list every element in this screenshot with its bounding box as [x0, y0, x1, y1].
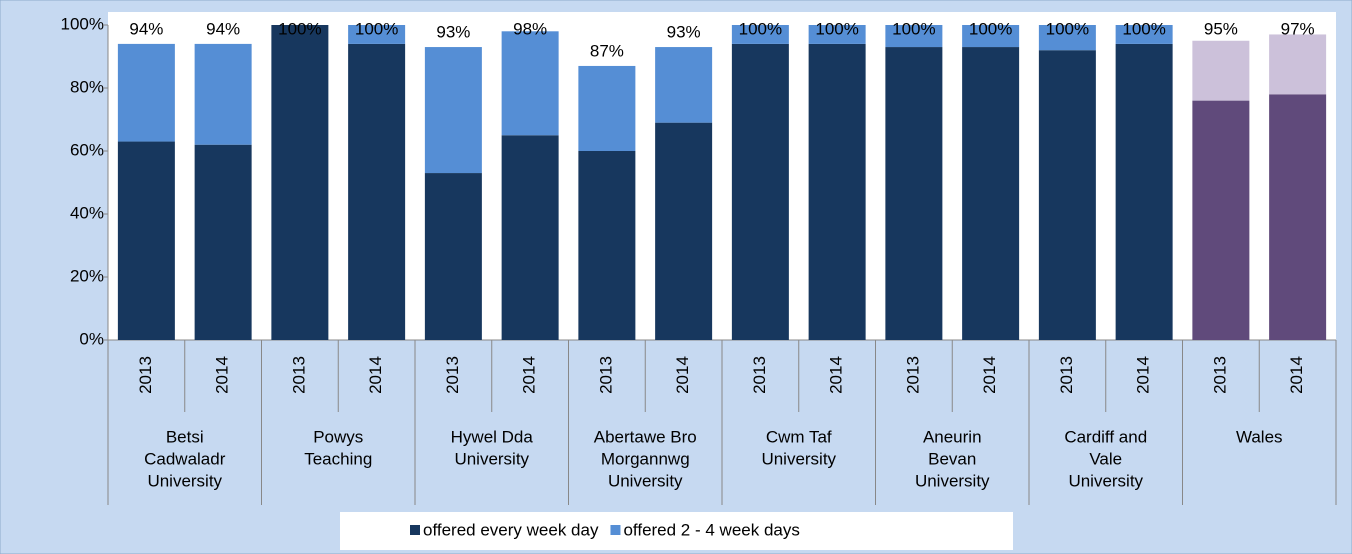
legend-label: offered 2 - 4 week days: [623, 520, 799, 539]
bar-segment: [578, 65, 636, 151]
x-tick-label: 2014: [1134, 356, 1153, 394]
group-label: Cwm Taf: [766, 427, 832, 446]
group-label: Vale: [1089, 449, 1122, 468]
y-tick-label: 80%: [70, 77, 104, 96]
total-label: 93%: [436, 23, 470, 42]
bar-segment: [885, 25, 943, 48]
legend-label: offered every week day: [423, 520, 599, 539]
total-label: 95%: [1204, 19, 1238, 38]
x-tick-label: 2014: [827, 356, 846, 394]
legend-swatch: [410, 525, 420, 535]
total-label: 98%: [513, 19, 547, 38]
bar-segment: [424, 173, 482, 340]
total-label: 87%: [590, 41, 624, 60]
bar-segment: [1038, 50, 1096, 340]
bar-segment: [348, 43, 406, 341]
x-tick-label: 2013: [1210, 356, 1229, 394]
group-label: Hywel Dda: [451, 427, 534, 446]
group-label: Wales: [1236, 427, 1283, 446]
bar-segment: [808, 43, 866, 341]
bar-segment: [808, 25, 866, 44]
x-tick-label: 2013: [903, 356, 922, 394]
bar-segment: [1269, 34, 1327, 95]
bar-segment: [1115, 43, 1173, 341]
group-label: Abertawe Bro: [594, 427, 697, 446]
group-label: University: [915, 471, 990, 490]
group-label: University: [1068, 471, 1143, 490]
x-tick-label: 2014: [366, 356, 385, 394]
bar-segment: [1192, 100, 1250, 340]
bar-segment: [501, 31, 559, 136]
x-tick-label: 2013: [750, 356, 769, 394]
bar-segment: [655, 122, 713, 341]
group-label: University: [761, 449, 836, 468]
total-label: 94%: [206, 19, 240, 38]
bar-segment: [1115, 25, 1173, 44]
total-label: 100%: [1046, 19, 1089, 38]
total-label: 100%: [892, 19, 935, 38]
bar-segment: [731, 43, 789, 341]
bar-segment: [962, 47, 1020, 341]
x-tick-label: 2013: [289, 356, 308, 394]
bar-segment: [962, 25, 1020, 48]
total-label: 100%: [815, 19, 858, 38]
total-label: 100%: [969, 19, 1012, 38]
bar-segment: [194, 43, 252, 145]
group-label: Betsi: [166, 427, 204, 446]
bar-segment: [1192, 40, 1250, 101]
y-tick-label: 40%: [70, 203, 104, 222]
bar-segment: [501, 135, 559, 340]
x-tick-label: 2013: [136, 356, 155, 394]
total-label: 100%: [355, 19, 398, 38]
group-label: Morgannwg: [601, 449, 690, 468]
x-tick-label: 2014: [980, 356, 999, 394]
y-tick-label: 0%: [79, 329, 104, 348]
group-label: Teaching: [304, 449, 372, 468]
bar-segment: [348, 25, 406, 44]
bar-segment: [117, 43, 175, 142]
y-tick-label: 60%: [70, 140, 104, 159]
x-tick-label: 2013: [443, 356, 462, 394]
group-label: Bevan: [928, 449, 976, 468]
legend-box: [340, 512, 1013, 550]
x-tick-label: 2013: [1057, 356, 1076, 394]
group-label: University: [608, 471, 683, 490]
group-label: Cardiff and: [1064, 427, 1147, 446]
x-tick-label: 2014: [520, 356, 539, 394]
bar-segment: [731, 25, 789, 44]
legend-swatch: [610, 525, 621, 535]
total-label: 97%: [1281, 19, 1315, 38]
bar-segment: [117, 141, 175, 340]
bar-segment: [578, 151, 636, 340]
total-label: 94%: [129, 19, 163, 38]
bar-segment: [194, 144, 252, 340]
group-label: Powys: [313, 427, 363, 446]
group-label: University: [454, 449, 529, 468]
x-tick-label: 2014: [673, 356, 692, 394]
x-tick-label: 2014: [213, 356, 232, 394]
total-label: 100%: [278, 19, 321, 38]
bar-segment: [1038, 25, 1096, 51]
x-tick-label: 2014: [1287, 356, 1306, 394]
total-label: 93%: [667, 23, 701, 42]
y-tick-label: 100%: [61, 14, 104, 33]
group-label: University: [147, 471, 222, 490]
x-tick-label: 2013: [596, 356, 615, 394]
bar-segment: [885, 47, 943, 341]
bar-segment: [271, 25, 329, 340]
group-label: Aneurin: [923, 427, 982, 446]
bar-segment: [424, 47, 482, 174]
bar-segment: [1269, 94, 1327, 340]
group-label: Cadwaladr: [144, 449, 226, 468]
y-tick-label: 20%: [70, 266, 104, 285]
total-label: 100%: [739, 19, 782, 38]
total-label: 100%: [1122, 19, 1165, 38]
bar-segment: [655, 47, 713, 123]
